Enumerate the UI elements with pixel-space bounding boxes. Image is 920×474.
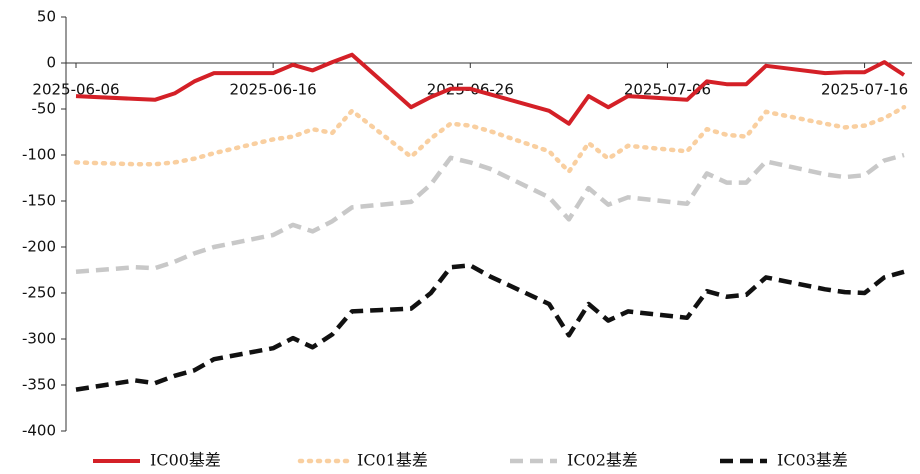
x-tick-label: 2025-06-16 — [230, 81, 317, 99]
x-tick-label: 2025-07-06 — [624, 81, 711, 99]
legend-label: IC00基差 — [150, 451, 221, 470]
y-tick-label: -150 — [22, 192, 56, 210]
y-tick-label: -400 — [22, 422, 56, 440]
series-line — [75, 263, 905, 392]
y-tick-label: -100 — [22, 146, 56, 164]
y-tick-label: -50 — [32, 100, 57, 118]
legend-label: IC01基差 — [357, 451, 428, 470]
y-tick-label: -300 — [22, 330, 56, 348]
series-line — [73, 104, 907, 174]
legend-label: IC02基差 — [567, 451, 638, 470]
series-line — [75, 52, 906, 126]
x-tick-label: 2025-06-06 — [32, 81, 119, 99]
y-tick-label: -250 — [22, 284, 56, 302]
x-tick-label: 2025-07-16 — [821, 81, 908, 99]
legend-label: IC03基差 — [777, 451, 848, 470]
y-tick-label: 50 — [37, 8, 56, 26]
series-line — [75, 152, 905, 275]
y-tick-label: -350 — [22, 376, 56, 394]
y-tick-label: -200 — [22, 238, 56, 256]
y-tick-label: 0 — [46, 54, 56, 72]
